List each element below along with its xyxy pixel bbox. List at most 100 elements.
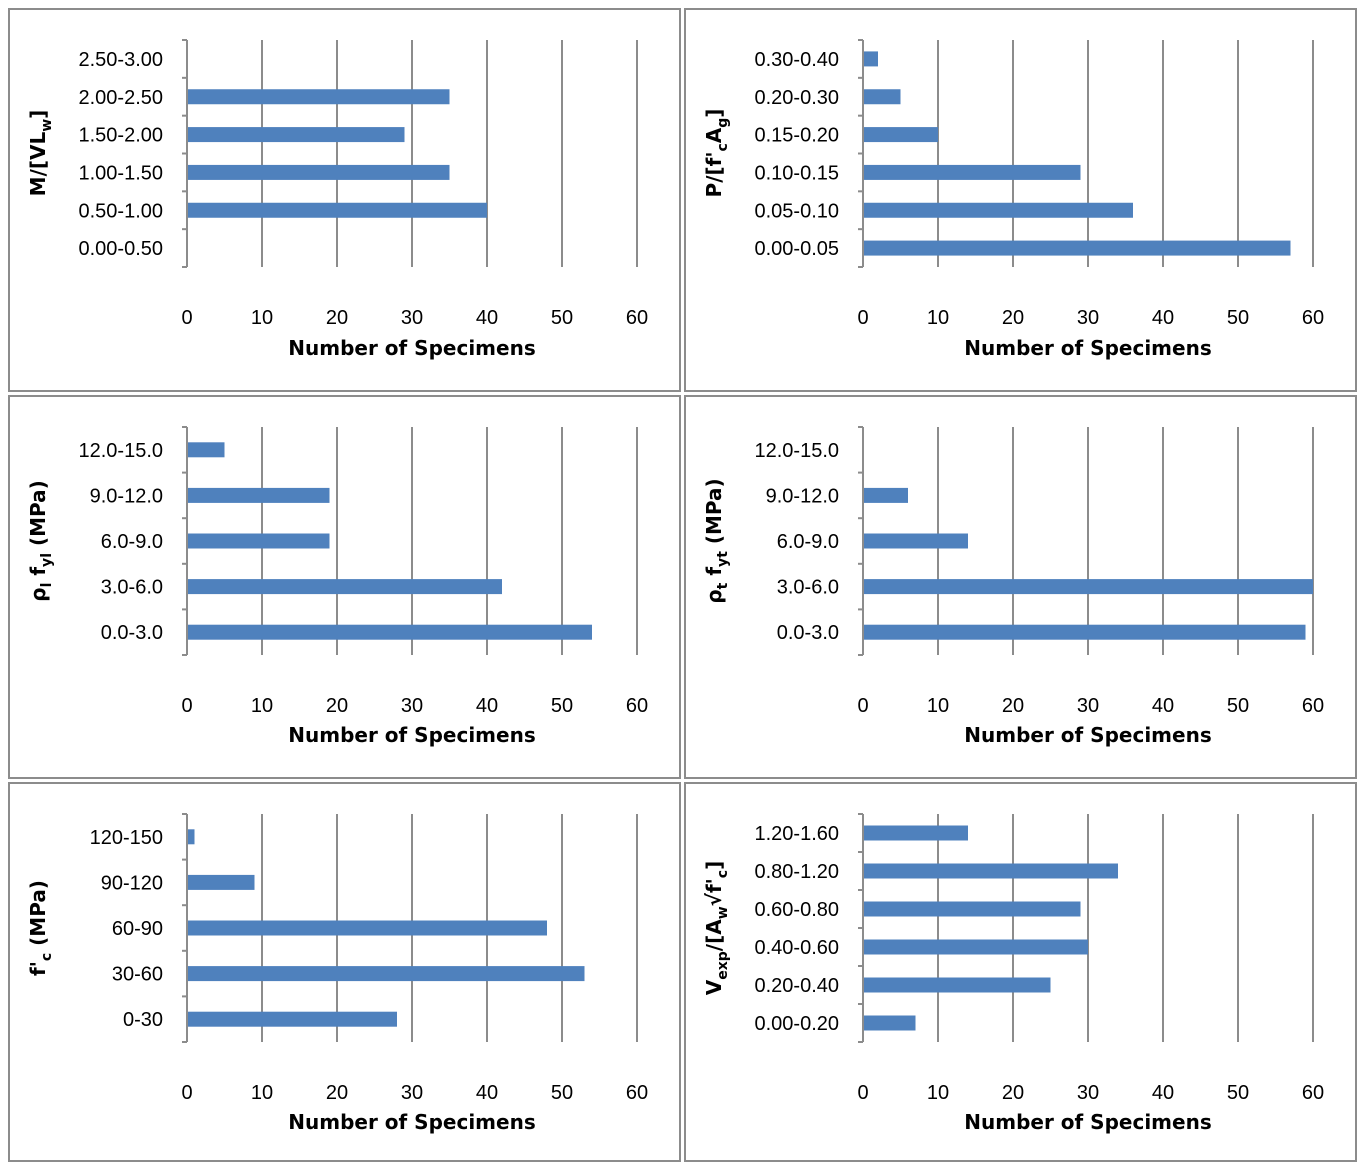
category-label: 0.20-0.40	[754, 975, 839, 997]
chart-panel-5: 0-30 30-60 60-90 90-120 120-150 0 10 20 30 40 50 60…	[8, 782, 681, 1162]
value-tick-label: 50	[551, 695, 573, 717]
bar-1.50-2.00	[188, 127, 405, 143]
value-tick-label: 20	[326, 307, 348, 329]
chart-panel-2: 0.00-0.05 0.05-0.10 0.10-0.15 0.15-0.20 0.20…	[684, 8, 1357, 392]
value-tick-label: 20	[1002, 695, 1024, 717]
bar-0.40-0.60	[864, 939, 1088, 955]
bar-120-150	[188, 829, 195, 845]
bar-3.0-6.0	[188, 579, 502, 595]
x-axis-title: Number of Specimens	[964, 336, 1211, 360]
value-tick-label: 30	[1077, 307, 1099, 329]
chart-1-svg: 0.00-0.50 0.50-1.00 1.00-1.50 1.50-2.00 2.00…	[26, 39, 648, 360]
value-tick-label: 60	[626, 695, 648, 717]
category-label: 2.00-2.50	[78, 87, 163, 109]
category-label: 0.00-0.50	[78, 238, 163, 260]
y-axis-title: ρl fyl (MPa)	[26, 480, 55, 602]
bar-0-30	[188, 1011, 397, 1027]
bar-0.10-0.15	[864, 164, 1081, 180]
chart-2-svg: 0.00-0.05 0.05-0.10 0.10-0.15 0.15-0.20 0.20…	[702, 39, 1324, 360]
chart-3-svg: 0.0-3.0 3.0-6.0 6.0-9.0 9.0-12.0 12.0-15.0 0 1…	[26, 426, 648, 747]
bar-1.00-1.50	[188, 164, 450, 180]
category-label: 30-60	[112, 964, 163, 986]
bar-0.50-1.00	[188, 202, 487, 218]
value-tick-label: 30	[401, 695, 423, 717]
category-label: 0.0-3.0	[101, 622, 163, 644]
value-tick-label: 40	[476, 695, 498, 717]
category-label: 1.00-1.50	[78, 162, 163, 184]
y-axis-title: ρt fyt (MPa)	[702, 478, 731, 603]
bar-0.20-0.30	[864, 89, 901, 105]
category-label: 1.50-2.00	[78, 125, 163, 147]
category-label: 12.0-15.0	[754, 440, 839, 462]
category-label: 0-30	[123, 1009, 163, 1031]
bar-0.0-3.0	[864, 624, 1306, 640]
chart-5-svg: 0-30 30-60 60-90 90-120 120-150 0 10 20 30 40 50 60…	[26, 813, 648, 1134]
category-label: 60-90	[112, 918, 163, 940]
bar-2.00-2.50	[188, 89, 450, 105]
value-tick-label: 10	[251, 695, 273, 717]
value-tick-label: 40	[1152, 695, 1174, 717]
bar-0.05-0.10	[864, 202, 1133, 218]
category-label: 2.50-3.00	[78, 49, 163, 71]
category-label: 9.0-12.0	[90, 485, 163, 507]
category-label: 0.60-0.80	[754, 899, 839, 921]
category-label: 9.0-12.0	[766, 485, 839, 507]
value-tick-label: 0	[181, 695, 192, 717]
y-axis-title: M/[VLw]	[26, 110, 55, 197]
bar-0.20-0.40	[864, 977, 1051, 993]
bar-3.0-6.0	[864, 579, 1313, 595]
value-tick-label: 0	[181, 307, 192, 329]
bar-60-90	[188, 920, 547, 936]
value-tick-label: 60	[1302, 1082, 1324, 1104]
value-tick-label: 0	[857, 1082, 868, 1104]
value-tick-label: 10	[251, 307, 273, 329]
category-label: 0.30-0.40	[754, 49, 839, 71]
x-axis-title: Number of Specimens	[964, 1110, 1211, 1134]
value-tick-label: 60	[1302, 307, 1324, 329]
value-tick-label: 10	[927, 307, 949, 329]
category-label: 0.20-0.30	[754, 87, 839, 109]
value-tick-label: 20	[326, 1082, 348, 1104]
value-tick-label: 50	[1227, 307, 1249, 329]
category-label: 0.05-0.10	[754, 200, 839, 222]
value-tick-label: 20	[326, 695, 348, 717]
chart-panel-4: 0.0-3.0 3.0-6.0 6.0-9.0 9.0-12.0 12.0-15.0 0 1…	[684, 395, 1357, 779]
bar-0.30-0.40	[864, 51, 878, 67]
value-tick-label: 30	[401, 1082, 423, 1104]
bar-12.0-15.0	[188, 442, 225, 458]
chart-panel-6: 0.00-0.20 0.20-0.40 0.40-0.60 0.60-0.80 0.80…	[684, 782, 1357, 1162]
category-label: 6.0-9.0	[777, 531, 839, 553]
category-label: 3.0-6.0	[101, 577, 163, 599]
value-tick-label: 40	[1152, 307, 1174, 329]
x-axis-title: Number of Specimens	[288, 1110, 535, 1134]
category-label: 0.00-0.05	[754, 238, 839, 260]
bar-9.0-12.0	[188, 487, 330, 503]
value-tick-label: 0	[181, 1082, 192, 1104]
bar-0.60-0.80	[864, 901, 1081, 917]
y-axis-title: P/[f'cAg]	[702, 109, 731, 198]
x-axis-title: Number of Specimens	[288, 723, 535, 747]
value-tick-label: 40	[1152, 1082, 1174, 1104]
value-tick-label: 60	[1302, 695, 1324, 717]
value-tick-label: 60	[626, 1082, 648, 1104]
value-tick-label: 50	[1227, 695, 1249, 717]
bar-0.80-1.20	[864, 863, 1118, 879]
category-label: 3.0-6.0	[777, 577, 839, 599]
value-tick-label: 50	[551, 1082, 573, 1104]
bar-6.0-9.0	[864, 533, 968, 549]
bar-0.00-0.05	[864, 240, 1291, 256]
category-label: 6.0-9.0	[101, 531, 163, 553]
bar-30-60	[188, 966, 585, 982]
category-label: 12.0-15.0	[78, 440, 163, 462]
value-tick-label: 30	[401, 307, 423, 329]
value-tick-label: 20	[1002, 307, 1024, 329]
bar-0.15-0.20	[864, 127, 938, 143]
category-label: 1.20-1.60	[754, 823, 839, 845]
bar-0.00-0.20	[864, 1015, 916, 1031]
category-label: 0.00-0.20	[754, 1013, 839, 1035]
value-tick-label: 50	[1227, 1082, 1249, 1104]
category-label: 120-150	[90, 827, 163, 849]
value-tick-label: 50	[551, 307, 573, 329]
category-label: 0.15-0.20	[754, 125, 839, 147]
chart-6-svg: 0.00-0.20 0.20-0.40 0.40-0.60 0.60-0.80 0.80…	[702, 813, 1324, 1134]
